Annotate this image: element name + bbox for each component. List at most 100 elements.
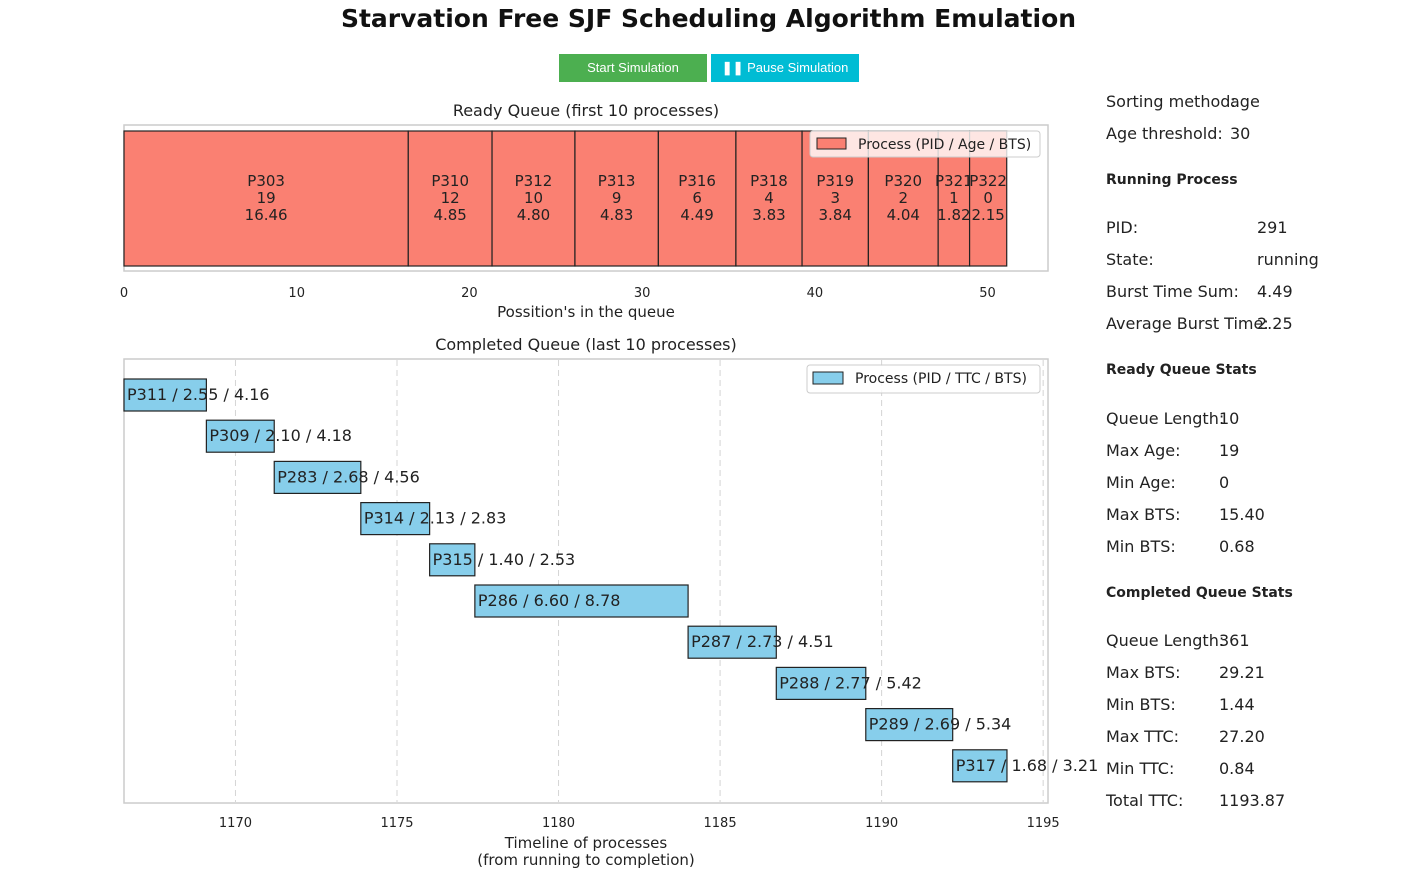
ready-bar-age: 4: [764, 189, 774, 207]
ready-min-age-label: Min Age:: [1106, 473, 1176, 492]
ready-bar-pid: P319: [816, 172, 854, 190]
ready-max-bts-label: Max BTS:: [1106, 505, 1181, 524]
completed-queue-stats-header: Completed Queue Stats: [1106, 585, 1293, 601]
completed-legend-swatch: [812, 371, 844, 385]
completed-x-tick-label: 1195: [1027, 816, 1060, 831]
completed-bar-label: P317 / 1.68 / 3.21: [956, 756, 1099, 775]
sorting-method-label: Sorting method:: [1106, 92, 1236, 111]
ready-queue-length-label: Queue Length:: [1106, 409, 1225, 428]
ready-bar-pid: P313: [598, 172, 636, 190]
burst-time-sum-value: 4.49: [1257, 282, 1293, 301]
ready-min-bts-value: 0.68: [1219, 537, 1255, 556]
completed-bar-p309: [205, 419, 275, 453]
ready-bar-pid: P310: [431, 172, 469, 190]
completed-bar-p315: [429, 543, 476, 577]
ready-legend-swatch: [816, 137, 847, 150]
completed-bar-label: P286 / 6.60 / 8.78: [478, 591, 621, 610]
ready-bar-bts: 1.82: [937, 206, 970, 224]
ready-bar-pid: P303: [247, 172, 285, 190]
ready-queue-stats-header: Ready Queue Stats: [1106, 362, 1257, 378]
running-state-value: running: [1257, 250, 1319, 269]
running-pid-label: PID:: [1106, 218, 1139, 237]
ready-bar-bts: 4.85: [433, 206, 466, 224]
ready-bar-pid: P321: [935, 172, 973, 190]
completed-bar-p288: [775, 666, 867, 701]
ready-x-tick-label: 10: [288, 286, 305, 301]
completed-min-ttc-label: Min TTC:: [1106, 759, 1175, 778]
completed-queue-length-label: Queue Length:: [1106, 631, 1225, 650]
completed-queue-chart: Completed Queue (last 10 processes) P311…: [123, 335, 1099, 869]
completed-queue-length-value: 361: [1219, 631, 1250, 650]
completed-bar-label: P288 / 2.77 / 5.42: [779, 673, 922, 692]
completed-chart-legend: Process (PID / TTC / BTS): [806, 364, 1041, 394]
ready-queue-chart: Ready Queue (first 10 processes) P303191…: [120, 101, 1049, 321]
ready-bar-age: 1: [949, 189, 959, 207]
start-simulation-label: Start Simulation: [587, 60, 679, 75]
ready-chart-xlabel: Possition's in the queue: [497, 303, 675, 321]
ready-legend-label: Process (PID / Age / BTS): [858, 137, 1031, 153]
ready-min-age-value: 0: [1219, 473, 1230, 492]
completed-bar-label: P309 / 2.10 / 4.18: [209, 426, 352, 445]
completed-x-tick-label: 1170: [219, 816, 252, 831]
ready-bar-bts: 2.15: [971, 206, 1004, 224]
ready-bar-bts: 4.80: [517, 206, 550, 224]
ready-x-tick-label: 40: [807, 286, 824, 301]
ready-bar-p310: [407, 130, 493, 267]
ready-x-tick-label: 50: [979, 286, 996, 301]
completed-x-tick-label: 1190: [865, 816, 898, 831]
ready-bar-p312: [491, 130, 576, 267]
ready-bar-bts: 3.84: [819, 206, 852, 224]
completed-bar-p317: [952, 749, 1008, 783]
completed-bar-p287: [687, 625, 777, 659]
sorting-method-value: age: [1230, 92, 1260, 111]
pause-icon: ❚❚: [721, 60, 744, 75]
ready-bar-bts: 4.83: [600, 206, 633, 224]
completed-chart-frame: [123, 358, 1049, 804]
ready-bar-age: 6: [692, 189, 702, 207]
ready-x-tick-label: 20: [461, 286, 478, 301]
ready-bar-age: 9: [612, 189, 622, 207]
ready-max-bts-value: 15.40: [1219, 505, 1265, 524]
ready-bar-age: 2: [898, 189, 908, 207]
completed-bar-label: P289 / 2.69 / 5.34: [869, 715, 1012, 734]
ready-bar-age: 19: [257, 189, 276, 207]
completed-total-ttc-value: 1193.87: [1219, 791, 1286, 810]
pause-simulation-button[interactable]: ❚❚ Pause Simulation: [711, 54, 859, 82]
burst-time-sum-label: Burst Time Sum:: [1106, 282, 1239, 301]
completed-max-bts-value: 29.21: [1219, 663, 1265, 682]
ready-chart-legend: Process (PID / Age / BTS): [809, 130, 1041, 158]
completed-chart-xlabel-sub: (from running to completion): [477, 851, 695, 869]
ready-bar-p303: [123, 130, 409, 267]
ready-bar-pid: P322: [969, 172, 1007, 190]
ready-max-age-value: 19: [1219, 441, 1240, 460]
completed-x-tick-label: 1185: [704, 816, 737, 831]
completed-bar-p286: [474, 584, 689, 618]
completed-min-bts-value: 1.44: [1219, 695, 1255, 714]
running-pid-value: 291: [1257, 218, 1288, 237]
completed-chart-title: Completed Queue (last 10 processes): [435, 335, 737, 354]
ready-bar-p313: [574, 130, 659, 267]
completed-bar-label: P287 / 2.73 / 4.51: [691, 632, 834, 651]
completed-legend-label: Process (PID / TTC / BTS): [855, 371, 1027, 387]
ready-bar-pid: P320: [884, 172, 922, 190]
page-title: Starvation Free SJF Scheduling Algorithm…: [340, 4, 1077, 33]
ready-bar-age: 0: [983, 189, 993, 207]
ready-max-age-label: Max Age:: [1106, 441, 1181, 460]
ready-bar-p316: [657, 130, 737, 267]
pause-simulation-label: Pause Simulation: [747, 60, 849, 75]
completed-x-tick-label: 1180: [542, 816, 575, 831]
ready-legend-box: [809, 130, 1041, 158]
ready-bar-pid: P316: [678, 172, 716, 190]
completed-bar-label: P315 / 1.40 / 2.53: [433, 550, 576, 569]
completed-bar-p283: [273, 460, 362, 494]
running-process-header: Running Process: [1106, 172, 1238, 188]
start-simulation-button[interactable]: Start Simulation: [559, 54, 707, 82]
ready-bar-pid: P312: [515, 172, 553, 190]
completed-min-bts-label: Min BTS:: [1106, 695, 1176, 714]
completed-max-ttc-label: Max TTC:: [1106, 727, 1180, 746]
completed-legend-box: [806, 364, 1041, 394]
completed-bar-p314: [360, 502, 431, 536]
completed-bar-label: P314 / 2.13 / 2.83: [364, 509, 507, 528]
completed-bar-label: P283 / 2.68 / 4.56: [277, 467, 420, 486]
completed-chart-xlabel: Timeline of processes: [504, 834, 668, 852]
